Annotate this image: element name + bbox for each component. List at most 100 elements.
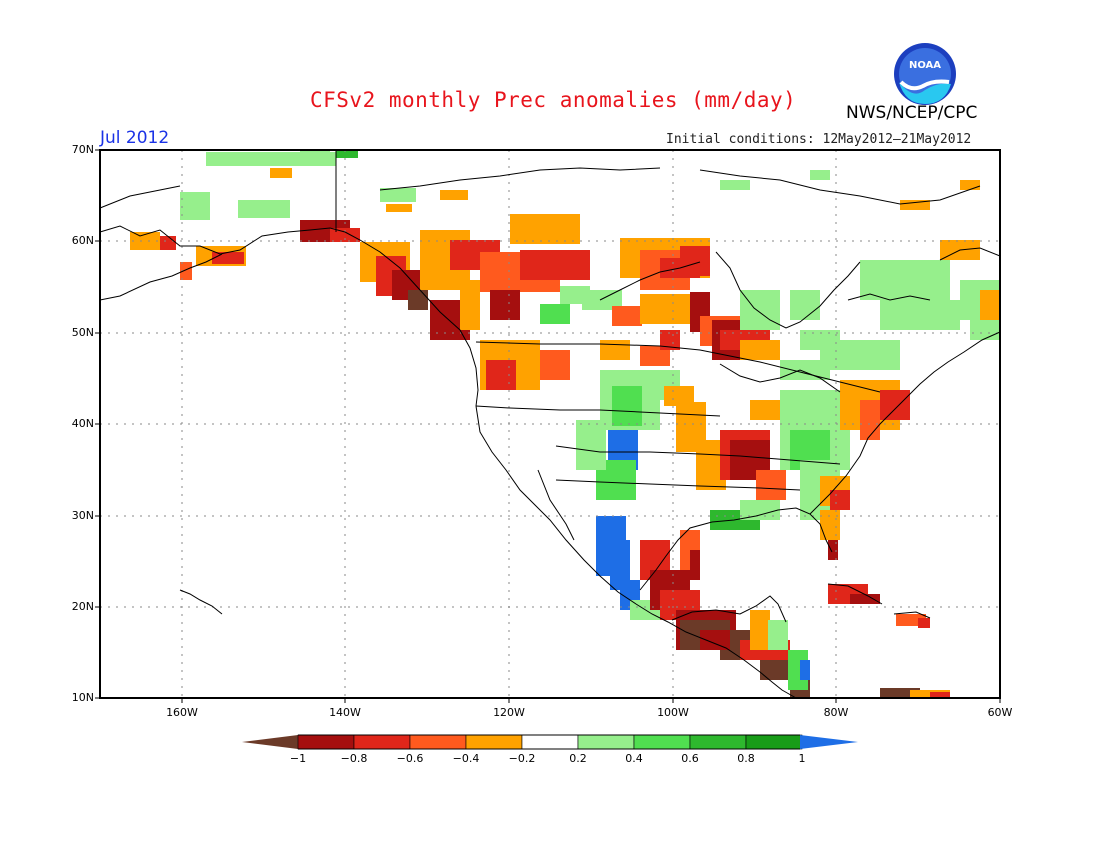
anomaly-cell xyxy=(900,290,940,310)
anomaly-cell xyxy=(180,262,192,280)
lon-label-120w: 120W xyxy=(493,706,525,719)
colorbar-bin xyxy=(745,734,803,750)
lon-label-60w: 60W xyxy=(987,706,1013,719)
colorbar-label: −0.8 xyxy=(340,752,368,765)
initial-conditions-label: Initial conditions: 12May2012–21May2012 xyxy=(666,132,972,147)
colorbar-label: −0.4 xyxy=(452,752,480,765)
colorbar-label: 0.8 xyxy=(737,752,755,765)
anomaly-cell xyxy=(830,490,850,510)
anomaly-cell xyxy=(610,540,630,590)
lon-label-140w: 140W xyxy=(329,706,361,719)
colorbar-label: 0.2 xyxy=(569,752,587,765)
lat-label-50n: 50N xyxy=(71,326,94,339)
colorbar-bin xyxy=(409,734,467,750)
anomaly-cell xyxy=(664,386,694,406)
anomaly-cell xyxy=(238,200,290,218)
lat-label-10n: 10N xyxy=(71,691,94,704)
anomaly-cell xyxy=(582,290,622,310)
anomaly-cell xyxy=(740,500,780,520)
anomaly-cell xyxy=(930,692,950,698)
lat-label-60n: 60N xyxy=(71,234,94,247)
anomaly-cell xyxy=(880,688,920,698)
anomaly-cell xyxy=(330,228,360,242)
anomaly-cell xyxy=(700,630,730,650)
lat-label-30n: 30N xyxy=(71,509,94,522)
anomaly-cell xyxy=(780,360,830,380)
colorbar-bin xyxy=(465,734,523,750)
colorbar-bin xyxy=(633,734,691,750)
colorbar-bin xyxy=(577,734,635,750)
anomaly-cell xyxy=(180,192,210,220)
coastlines xyxy=(99,150,1001,699)
anomaly-cell xyxy=(540,350,570,380)
anomaly-cell xyxy=(850,594,880,604)
month-label: Jul 2012 xyxy=(100,128,170,148)
colorbar-label: 0.4 xyxy=(625,752,643,765)
anomaly-cell xyxy=(880,390,910,420)
lon-label-100w: 100W xyxy=(657,706,689,719)
anomaly-cell xyxy=(918,618,930,628)
anomaly-cell xyxy=(486,360,516,390)
colorbar-bin xyxy=(353,734,411,750)
anomaly-cell xyxy=(980,290,1000,320)
anomaly-cell xyxy=(300,150,330,158)
anomaly-cell xyxy=(720,180,750,190)
anomaly-cell xyxy=(680,246,710,276)
anomaly-field xyxy=(130,150,1000,698)
colorbar-label: 1 xyxy=(798,752,806,765)
anomaly-cell xyxy=(800,660,810,680)
axis-ticks xyxy=(95,149,1001,703)
lat-label-20n: 20N xyxy=(71,600,94,613)
noaa-logo-text: NOAA xyxy=(909,60,941,71)
chart-title: CFSv2 monthly Prec anomalies (mm/day) xyxy=(310,88,797,112)
anomaly-cell xyxy=(740,340,780,360)
anomaly-cell xyxy=(612,386,642,426)
anomaly-cell xyxy=(380,188,416,202)
lon-label-160w: 160W xyxy=(166,706,198,719)
anomaly-cell xyxy=(576,420,606,470)
anomaly-cell xyxy=(520,250,590,280)
anomaly-cell xyxy=(900,200,930,210)
anomaly-cell xyxy=(540,304,570,324)
anomaly-cell xyxy=(130,232,160,250)
anomaly-cell xyxy=(810,170,830,180)
org-label: NWS/NCEP/CPC xyxy=(846,103,978,123)
colorbar-bin xyxy=(297,734,355,750)
anomaly-cell xyxy=(820,510,840,540)
colorbar-bin xyxy=(521,734,579,750)
lon-label-80w: 80W xyxy=(823,706,849,719)
colorbar-bin xyxy=(689,734,747,750)
anomaly-cell xyxy=(270,168,292,178)
anomaly-cell xyxy=(690,550,700,580)
anomaly-cell xyxy=(640,346,670,366)
colorbar-label: −1 xyxy=(289,752,307,765)
lat-label-40n: 40N xyxy=(71,417,94,430)
anomaly-cell xyxy=(490,290,520,320)
lat-label-70n: 70N xyxy=(71,143,94,156)
anomaly-cell xyxy=(750,610,770,650)
anomaly-cell xyxy=(960,180,980,190)
anomaly-cell xyxy=(790,290,820,320)
anomaly-cell xyxy=(408,290,428,310)
colorbar-label: 0.6 xyxy=(681,752,699,765)
anomaly-cell xyxy=(768,620,788,650)
anomaly-cell xyxy=(756,470,786,500)
graticule xyxy=(100,150,1000,698)
anomaly-cell xyxy=(828,530,838,560)
anomaly-cell xyxy=(740,290,780,330)
colorbar-above-max xyxy=(800,735,858,749)
anomaly-cell xyxy=(336,150,358,158)
anomaly-cell xyxy=(510,214,580,244)
anomaly-cell xyxy=(750,400,780,420)
anomaly-cell xyxy=(386,204,412,212)
anomaly-cell xyxy=(612,306,642,326)
noaa-logo-icon: NOAA xyxy=(894,43,956,105)
anomaly-cell xyxy=(800,330,840,350)
anomaly-cell xyxy=(460,280,480,330)
colorbar-label: −0.6 xyxy=(396,752,424,765)
anomaly-cell xyxy=(660,330,680,350)
colorbar-label: −0.2 xyxy=(508,752,536,765)
colorbar-below-min xyxy=(242,735,298,749)
